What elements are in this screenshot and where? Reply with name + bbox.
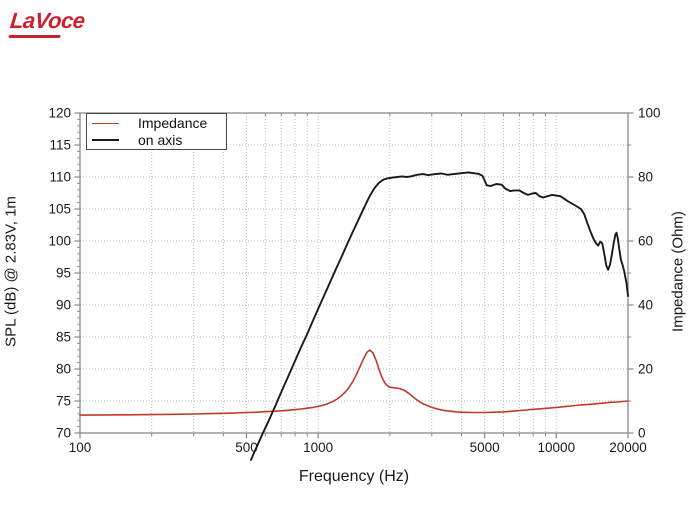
y-left-tick-label: 105 xyxy=(48,202,71,217)
y-right-tick-label: 40 xyxy=(638,298,653,313)
legend-item: Impedance xyxy=(87,115,226,131)
x-tick-label: 500 xyxy=(235,440,258,455)
series-impedance xyxy=(79,349,629,416)
y-right-tick-label: 0 xyxy=(638,426,646,441)
y-left-tick-label: 110 xyxy=(49,170,71,185)
y-left-tick-label: 75 xyxy=(56,394,71,409)
y-left-tick-label: 80 xyxy=(56,362,71,377)
y-left-tick-label: 115 xyxy=(49,138,71,153)
legend-line-sample xyxy=(92,139,119,141)
series-on-axis xyxy=(249,171,629,461)
y-left-tick-label: 70 xyxy=(56,426,71,441)
y-right-tick-label: 80 xyxy=(638,170,653,185)
y-left-tick-label: 100 xyxy=(48,234,71,249)
y-right-tick-label: 60 xyxy=(638,234,653,249)
legend-line-sample xyxy=(92,122,119,124)
legend-item-label: on axis xyxy=(138,132,183,148)
x-tick-label: 20000 xyxy=(609,440,647,455)
x-tick-label: 100 xyxy=(69,440,92,455)
y-left-tick-label: 120 xyxy=(48,106,71,121)
x-tick-label: 5000 xyxy=(470,440,500,455)
y-left-tick-label: 85 xyxy=(56,330,71,345)
legend-item-label: Impedance xyxy=(138,115,208,131)
left-axis-title: SPL (dB) @ 2.83V, 1m xyxy=(2,196,20,347)
legend-item: on axis xyxy=(87,132,226,148)
y-left-tick-label: 95 xyxy=(56,266,71,281)
x-tick-label: 1000 xyxy=(303,440,333,455)
y-right-tick-label: 20 xyxy=(638,362,653,377)
x-tick-label: 10000 xyxy=(538,440,576,455)
y-right-tick-label: 100 xyxy=(638,106,661,121)
y-left-tick-label: 90 xyxy=(56,298,71,313)
legend: Impedance on axis xyxy=(86,113,227,150)
x-axis-title: Frequency (Hz) xyxy=(298,468,410,485)
right-axis-title: Impedance (Ohm) xyxy=(669,211,687,332)
